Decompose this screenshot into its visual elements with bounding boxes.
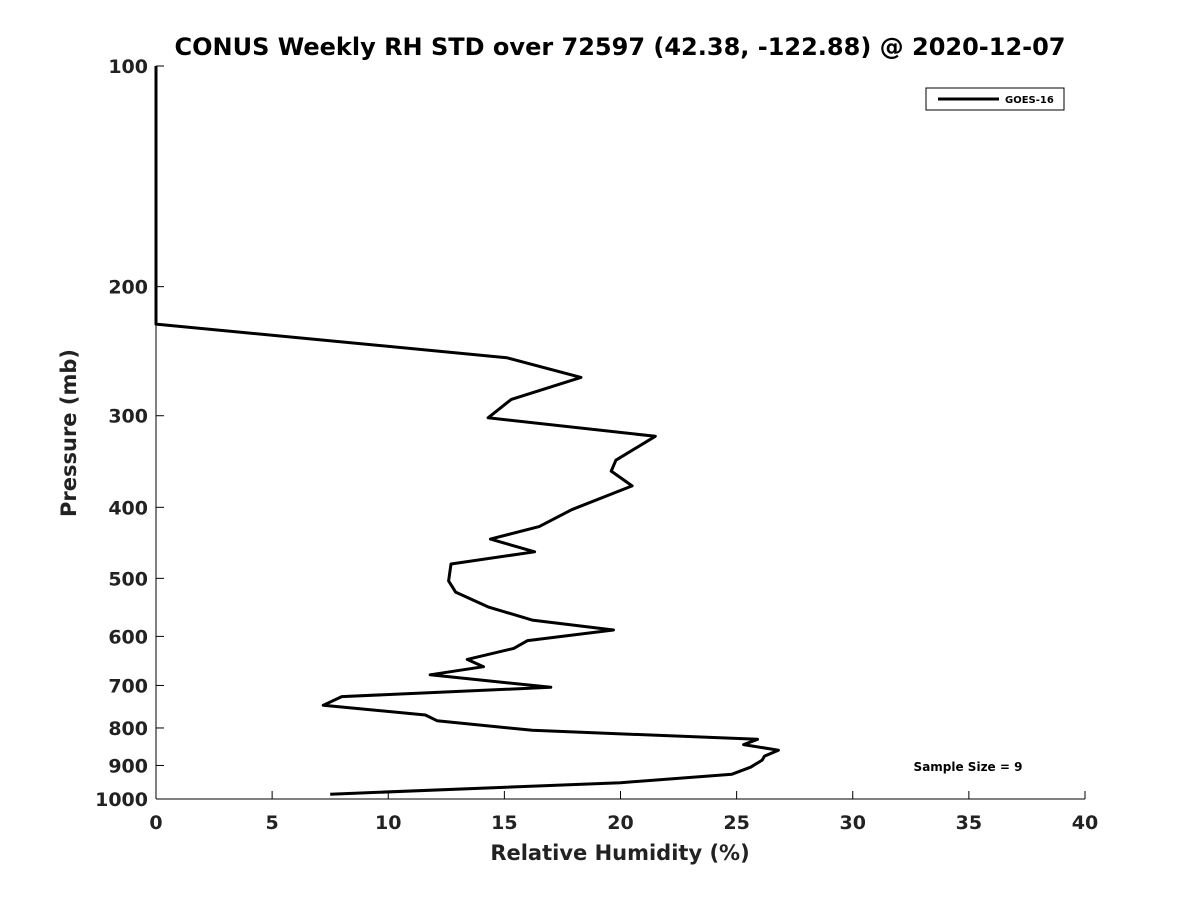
sample-size-annotation: Sample Size = 9 (914, 760, 1023, 774)
x-tick-label: 10 (375, 812, 401, 834)
y-tick-label: 100 (108, 56, 148, 78)
y-tick-label: 800 (108, 718, 148, 740)
x-tick-label: 0 (149, 812, 162, 834)
x-tick-label: 35 (956, 812, 982, 834)
y-tick-label: 300 (108, 406, 148, 428)
y-tick-label: 900 (108, 755, 148, 777)
series-line-goes-16 (154, 66, 780, 796)
x-tick-label: 30 (840, 812, 866, 834)
y-tick-label: 500 (108, 568, 148, 590)
y-tick-label: 400 (108, 497, 148, 519)
series-layer (154, 66, 780, 796)
legend: GOES-16 (925, 87, 1065, 111)
x-axis: 0 5 10 15 20 25 30 35 40 (149, 791, 1098, 834)
x-tick-label: 15 (491, 812, 517, 834)
y-tick-label: 200 (108, 277, 148, 299)
y-axis-label: Pressure (mb) (57, 349, 81, 517)
chart-title: CONUS Weekly RH STD over 72597 (42.38, -… (174, 33, 1065, 61)
x-tick-label: 25 (723, 812, 749, 834)
legend-label-goes-16: GOES-16 (1005, 95, 1054, 106)
y-tick-label: 600 (108, 626, 148, 648)
y-tick-label: 700 (108, 675, 148, 697)
x-tick-label: 20 (607, 812, 633, 834)
x-axis-label: Relative Humidity (%) (490, 841, 749, 865)
x-tick-label: 40 (1072, 812, 1098, 834)
x-tick-label: 5 (266, 812, 279, 834)
y-tick-label: 1000 (95, 789, 148, 811)
y-axis: 100 200 300 400 500 600 700 800 900 1000 (95, 56, 164, 811)
